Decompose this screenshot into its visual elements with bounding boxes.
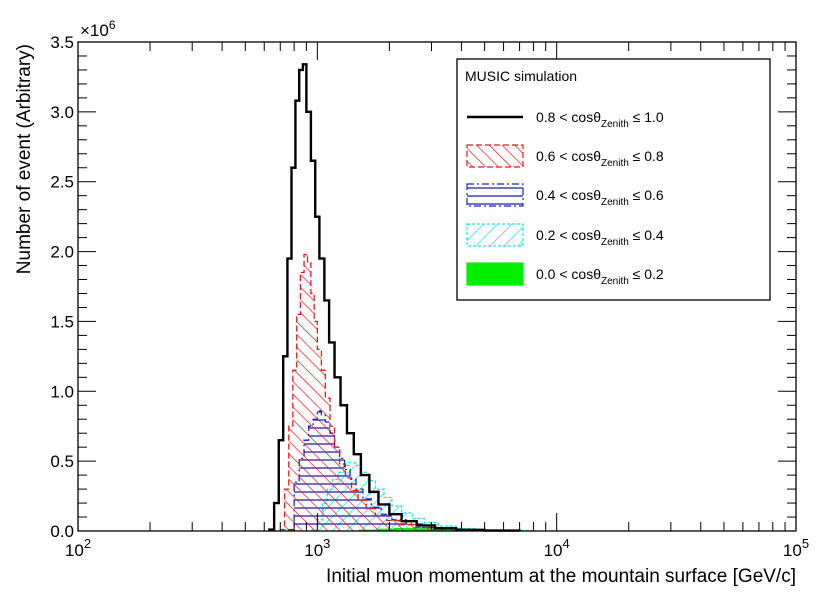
- y-tick-label: 2.0: [50, 243, 74, 262]
- legend-entry-s5: 0.0 < cosθZenith ≤ 0.2: [466, 262, 664, 287]
- legend: MUSIC simulation 0.8 < cosθZenith ≤ 1.00…: [456, 58, 771, 301]
- legend-title: MUSIC simulation: [465, 68, 577, 84]
- legend-swatch: [466, 144, 524, 168]
- plot-frame: [77, 41, 797, 532]
- y-axis-title: Number of event (Arbitrary): [14, 44, 35, 274]
- legend-entry-s3: 0.4 < cosθZenith ≤ 0.6: [466, 183, 664, 208]
- y-tick-label: 3.0: [50, 103, 74, 122]
- legend-entry-s4: 0.2 < cosθZenith ≤ 0.4: [466, 223, 664, 248]
- y-tick-labels: 0.0 0.5 1.0 1.5 2.0 2.5 3.0 3.5: [50, 33, 74, 541]
- legend-label: 0.2 < cosθZenith ≤ 0.4: [536, 227, 664, 248]
- legend-label: 0.6 < cosθZenith ≤ 0.8: [536, 148, 664, 169]
- legend-entry-s1: 0.8 < cosθZenith ≤ 1.0: [467, 109, 664, 130]
- x-tick-label: 104: [544, 536, 570, 560]
- legend-entry-s2: 0.6 < cosθZenith ≤ 0.8: [466, 144, 664, 169]
- x-tick-label: 105: [783, 536, 809, 560]
- y-tick-label: 0.5: [50, 452, 74, 471]
- legend-swatch: [466, 223, 524, 247]
- legend-box: [456, 58, 771, 301]
- legend-label: 0.0 < cosθZenith ≤ 0.2: [536, 266, 664, 287]
- x-tick-labels: 102 103 104 105: [65, 536, 809, 560]
- series-s2-histogram: [279, 253, 521, 532]
- legend-entries: 0.8 < cosθZenith ≤ 1.0 0.6 < cosθZenith ≤…: [466, 109, 664, 287]
- legend-label: 0.8 < cosθZenith ≤ 1.0: [536, 109, 664, 130]
- tick-layer: [77, 41, 797, 532]
- legend-label: 0.4 < cosθZenith ≤ 0.6: [536, 187, 664, 208]
- y-tick-label: 1.0: [50, 382, 74, 401]
- x-axis-title: Initial muon momentum at the mountain su…: [326, 566, 796, 587]
- y-tick-label: 2.5: [50, 173, 74, 192]
- series-s1-histogram: [268, 63, 521, 532]
- y-tick-label: 3.5: [50, 33, 74, 52]
- x-tick-label: 103: [304, 536, 330, 560]
- y-tick-label: 1.5: [50, 312, 74, 331]
- legend-swatch: [466, 183, 524, 207]
- legend-swatch: [466, 262, 524, 286]
- y-tick-label: 0.0: [50, 522, 74, 541]
- x-tick-label: 102: [65, 536, 91, 560]
- y-axis-multiplier: ×106: [80, 18, 116, 40]
